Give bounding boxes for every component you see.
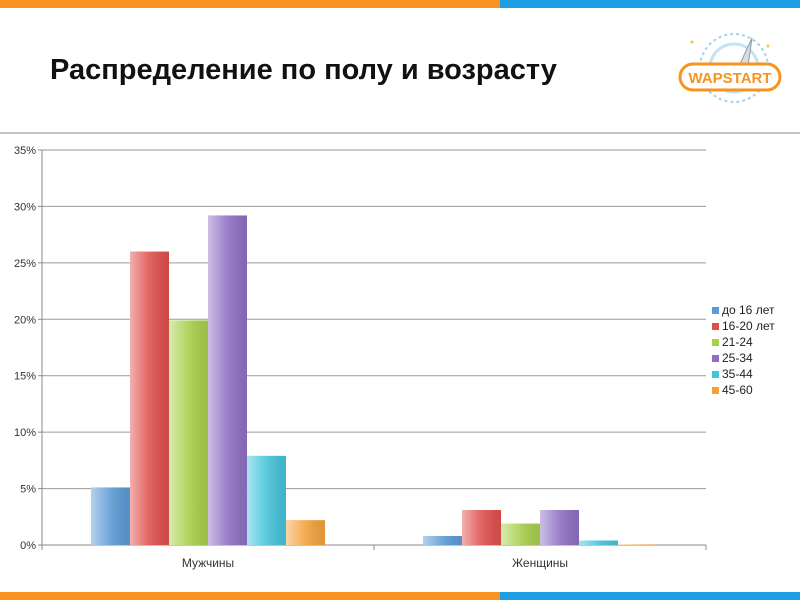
bar-shade — [540, 510, 580, 545]
bar-shade — [90, 487, 130, 545]
bar-shade — [286, 520, 326, 545]
legend-label: 21-24 — [722, 335, 753, 349]
bottom-orange-stripe — [0, 592, 500, 600]
bar-shade — [422, 535, 462, 545]
y-tick-label: 0% — [20, 540, 36, 552]
chart-legend: до 16 лет 16-20 лет 21-24 25-34 35-44 45-60 — [712, 302, 775, 398]
legend-swatch — [712, 386, 719, 394]
legend-item: 45-60 — [712, 382, 775, 398]
legend-item: 16-20 лет — [712, 318, 775, 334]
legend-label: 35-44 — [722, 367, 753, 381]
bar-shade — [247, 455, 287, 545]
y-tick-label: 5% — [20, 484, 36, 496]
legend-swatch — [712, 306, 719, 314]
x-tick-label: Женщины — [512, 556, 568, 570]
y-tick-label: 30% — [14, 201, 36, 213]
slide-title: Распределение по полу и возрасту — [50, 54, 557, 86]
bar-shade — [461, 510, 501, 545]
top-blue-stripe — [500, 0, 800, 8]
y-tick-label: 25% — [14, 258, 36, 270]
title-divider — [0, 132, 800, 134]
bar-shade — [168, 320, 208, 545]
top-orange-stripe — [0, 0, 500, 8]
legend-item: 35-44 — [712, 366, 775, 382]
bar-shade — [618, 544, 658, 546]
legend-swatch — [712, 338, 719, 346]
bar-shade — [500, 523, 540, 545]
bar-chart: 0% 5% 10% 15% 20% 25% 30% 35% Мужчины Женщины — [14, 145, 707, 570]
bar-shade — [579, 540, 619, 545]
legend-item: 21-24 — [712, 334, 775, 350]
bottom-blue-stripe — [500, 592, 800, 600]
legend-label: 16-20 лет — [722, 319, 775, 333]
y-tick-label: 10% — [14, 427, 36, 439]
bar-shade — [129, 251, 169, 546]
bar-shade — [208, 215, 248, 545]
x-tick-label: Мужчины — [182, 556, 234, 570]
y-tick-label: 35% — [14, 145, 36, 157]
y-tick-label: 15% — [14, 371, 36, 383]
wapstart-logo: WAPSTART — [678, 33, 782, 103]
y-tick-label: 20% — [14, 314, 36, 326]
legend-swatch — [712, 370, 719, 378]
legend-item: до 16 лет — [712, 302, 775, 318]
legend-label: 45-60 — [722, 383, 753, 397]
legend-label: до 16 лет — [722, 303, 775, 317]
logo-text: WAPSTART — [688, 70, 771, 87]
legend-label: 25-34 — [722, 351, 753, 365]
legend-swatch — [712, 354, 719, 362]
legend-swatch — [712, 322, 719, 330]
legend-item: 25-34 — [712, 350, 775, 366]
